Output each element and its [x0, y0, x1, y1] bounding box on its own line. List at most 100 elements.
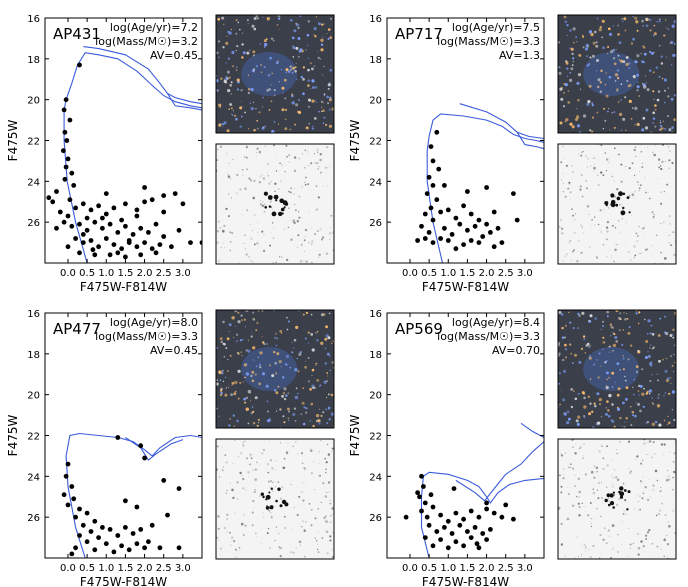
star — [620, 99, 622, 101]
star — [230, 28, 232, 30]
star — [290, 68, 293, 71]
star — [618, 498, 620, 500]
star — [239, 28, 241, 31]
star — [316, 162, 319, 165]
star — [620, 520, 623, 523]
star — [621, 343, 624, 347]
star — [607, 110, 609, 113]
star — [319, 158, 322, 162]
y-tick-label: 18 — [27, 350, 40, 361]
star — [662, 221, 665, 223]
star — [242, 381, 245, 383]
star — [591, 116, 595, 119]
star — [602, 320, 604, 323]
star — [330, 393, 334, 397]
star — [331, 361, 334, 364]
star — [596, 392, 600, 396]
cluster-label: AP431 — [53, 25, 101, 43]
star — [328, 418, 331, 421]
star — [226, 129, 230, 133]
data-point — [61, 219, 67, 225]
star — [582, 455, 585, 457]
data-point — [442, 525, 447, 530]
star — [220, 547, 223, 550]
grayscale-image-panel — [558, 439, 676, 559]
grayscale-image-background — [216, 144, 334, 264]
star — [276, 552, 278, 555]
x-axis-label: F475W-F814W — [80, 575, 167, 587]
star — [568, 493, 570, 495]
star — [224, 376, 227, 379]
star — [245, 363, 248, 365]
star — [287, 407, 290, 411]
star — [629, 259, 632, 261]
star — [596, 507, 598, 510]
star — [326, 491, 328, 493]
data-point — [130, 531, 136, 536]
star — [558, 474, 562, 477]
star — [219, 145, 223, 148]
star — [629, 471, 632, 474]
star — [257, 422, 259, 424]
star — [258, 363, 261, 366]
star — [285, 258, 289, 262]
data-point — [69, 484, 75, 489]
star — [314, 517, 317, 520]
star — [229, 83, 233, 87]
data-point — [100, 225, 105, 231]
star — [597, 184, 600, 186]
star — [648, 453, 650, 455]
star — [661, 77, 664, 80]
data-point — [63, 473, 69, 479]
star — [263, 342, 266, 346]
star — [221, 16, 225, 20]
star — [649, 363, 653, 367]
star — [247, 74, 249, 76]
data-point — [134, 213, 140, 219]
star — [608, 75, 612, 79]
star — [244, 524, 247, 527]
data-point — [422, 236, 428, 241]
star — [615, 340, 618, 343]
star — [629, 543, 632, 546]
star — [581, 502, 583, 505]
star — [586, 205, 590, 208]
star — [673, 20, 676, 24]
x-tick-label: 2.5 — [156, 563, 172, 574]
star — [667, 146, 670, 148]
data-point — [472, 525, 478, 530]
star — [582, 457, 584, 460]
star — [282, 415, 285, 418]
star — [287, 161, 290, 163]
star — [641, 162, 644, 164]
star — [635, 402, 637, 404]
star — [275, 391, 279, 395]
star — [287, 320, 290, 323]
star — [217, 220, 220, 223]
star — [310, 88, 312, 90]
star — [622, 20, 624, 23]
star — [310, 524, 313, 527]
star — [577, 73, 582, 77]
star — [227, 193, 230, 195]
star — [235, 192, 239, 195]
star — [279, 442, 281, 444]
star — [245, 310, 249, 313]
star — [635, 155, 637, 157]
star — [638, 225, 640, 228]
star — [258, 382, 262, 386]
star — [672, 476, 675, 479]
star — [239, 125, 242, 128]
star — [218, 187, 220, 189]
star — [286, 328, 289, 331]
star — [282, 392, 286, 395]
star — [593, 156, 596, 159]
star — [564, 195, 567, 198]
star — [228, 76, 231, 79]
star — [605, 412, 608, 416]
star — [243, 242, 245, 244]
star — [308, 98, 311, 102]
star — [242, 477, 245, 481]
star — [308, 105, 310, 108]
star — [667, 415, 669, 417]
